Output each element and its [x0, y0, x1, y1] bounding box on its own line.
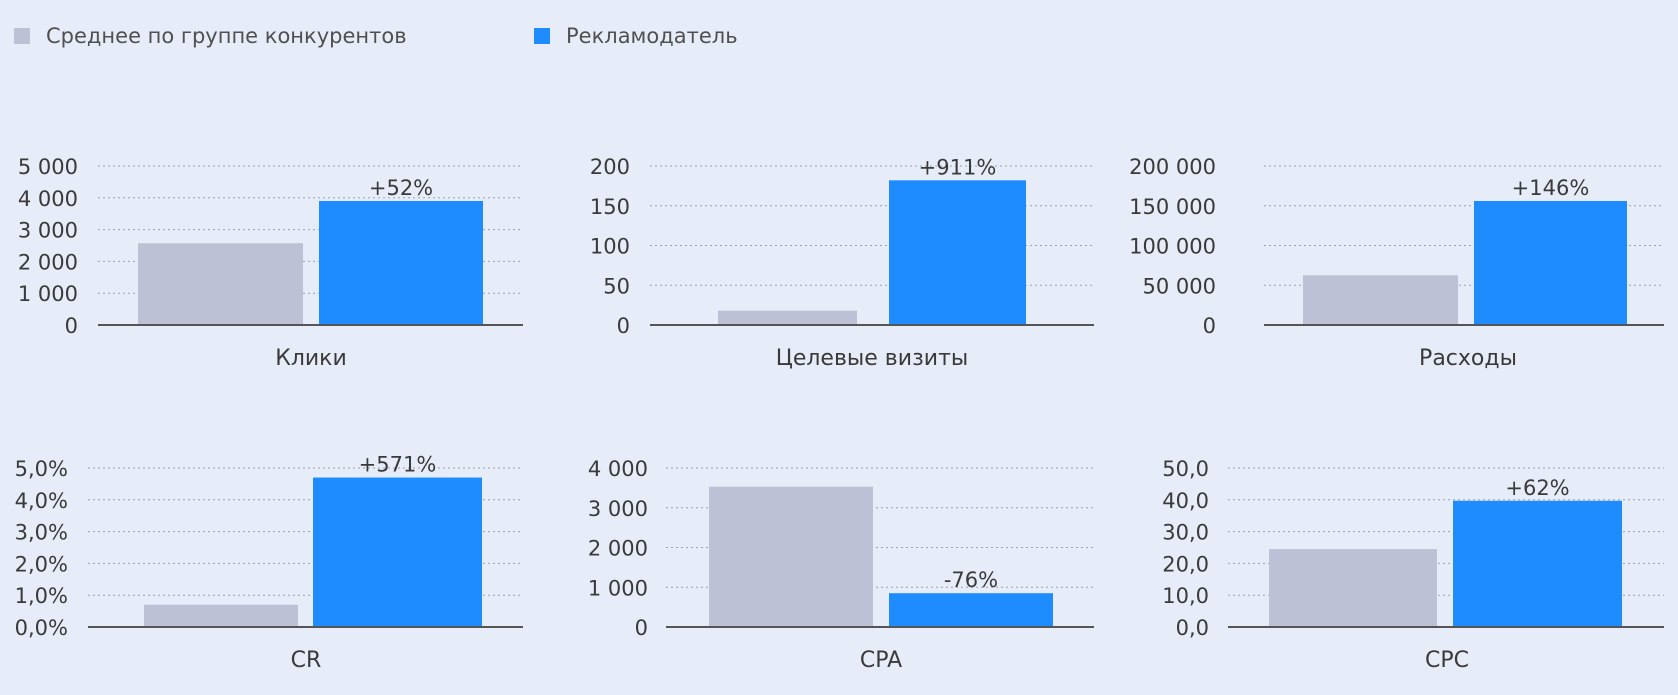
chart-title: CR — [291, 648, 322, 673]
y-tick-label: 20,0 — [1162, 552, 1209, 576]
y-tick-label: 3,0% — [15, 521, 68, 545]
y-tick-label: 4 000 — [18, 187, 78, 211]
y-tick-label: 2 000 — [588, 537, 648, 561]
y-tick-label: 50 000 — [1143, 274, 1216, 298]
legend-label-competitors: Среднее по группе конкурентов — [46, 24, 407, 48]
percent-change-label: +571% — [359, 453, 437, 477]
bar-competitors — [144, 604, 298, 627]
bar-competitors — [138, 243, 303, 325]
legend-swatch-competitors — [14, 28, 30, 44]
y-tick-label: 50,0 — [1162, 457, 1209, 481]
y-tick-label: 3 000 — [588, 497, 648, 521]
y-tick-label: 100 — [590, 235, 630, 259]
bar-advertiser — [1474, 200, 1627, 325]
y-tick-label: 100 000 — [1129, 235, 1216, 259]
percent-change-label: +62% — [1505, 476, 1569, 500]
y-tick-label: 0,0 — [1176, 616, 1209, 640]
bar-competitors — [709, 486, 873, 627]
y-tick-label: 4 000 — [588, 457, 648, 481]
y-tick-label: 2,0% — [15, 552, 68, 576]
legend-item-advertiser: Рекламодатель — [534, 24, 738, 48]
percent-change-label: +911% — [919, 155, 997, 179]
y-tick-label: 1 000 — [18, 282, 78, 306]
bar-advertiser — [889, 593, 1053, 627]
y-tick-label: 3 000 — [18, 219, 78, 243]
y-tick-label: 0 — [635, 616, 648, 640]
y-tick-label: 2 000 — [18, 250, 78, 274]
percent-change-label: -76% — [944, 568, 998, 592]
legend-label-advertiser: Рекламодатель — [566, 24, 738, 48]
y-tick-label: 50 — [603, 274, 630, 298]
y-tick-label: 200 — [590, 155, 630, 179]
y-tick-label: 0 — [1203, 314, 1216, 338]
y-tick-label: 4,0% — [15, 489, 68, 513]
chart-title: CPC — [1425, 648, 1469, 673]
y-tick-label: 150 000 — [1129, 195, 1216, 219]
y-tick-label: 0,0% — [15, 616, 68, 640]
chart-title: Расходы — [1419, 346, 1517, 371]
y-tick-label: 5,0% — [15, 457, 68, 481]
percent-change-label: +146% — [1512, 176, 1590, 200]
y-tick-label: 30,0 — [1162, 521, 1209, 545]
y-tick-label: 5 000 — [18, 155, 78, 179]
y-tick-label: 200 000 — [1129, 155, 1216, 179]
bar-competitors — [718, 310, 857, 325]
bar-advertiser — [319, 200, 483, 325]
legend-item-competitors: Среднее по группе конкурентов — [14, 24, 407, 48]
bar-advertiser — [1453, 500, 1622, 627]
y-tick-label: 40,0 — [1162, 489, 1209, 513]
bar-competitors — [1269, 549, 1437, 627]
bar-competitors — [1303, 275, 1458, 325]
chart-title: Клики — [275, 346, 347, 371]
y-tick-label: 1,0% — [15, 584, 68, 608]
legend-swatch-advertiser — [534, 28, 550, 44]
bar-advertiser — [313, 477, 482, 627]
percent-change-label: +52% — [369, 176, 433, 200]
y-tick-label: 10,0 — [1162, 584, 1209, 608]
y-tick-label: 1 000 — [588, 576, 648, 600]
chart-title: Целевые визиты — [776, 346, 969, 371]
y-tick-label: 150 — [590, 195, 630, 219]
y-tick-label: 0 — [617, 314, 630, 338]
y-tick-label: 0 — [65, 314, 78, 338]
chart-title: CPA — [860, 648, 902, 673]
bar-advertiser — [889, 180, 1026, 325]
